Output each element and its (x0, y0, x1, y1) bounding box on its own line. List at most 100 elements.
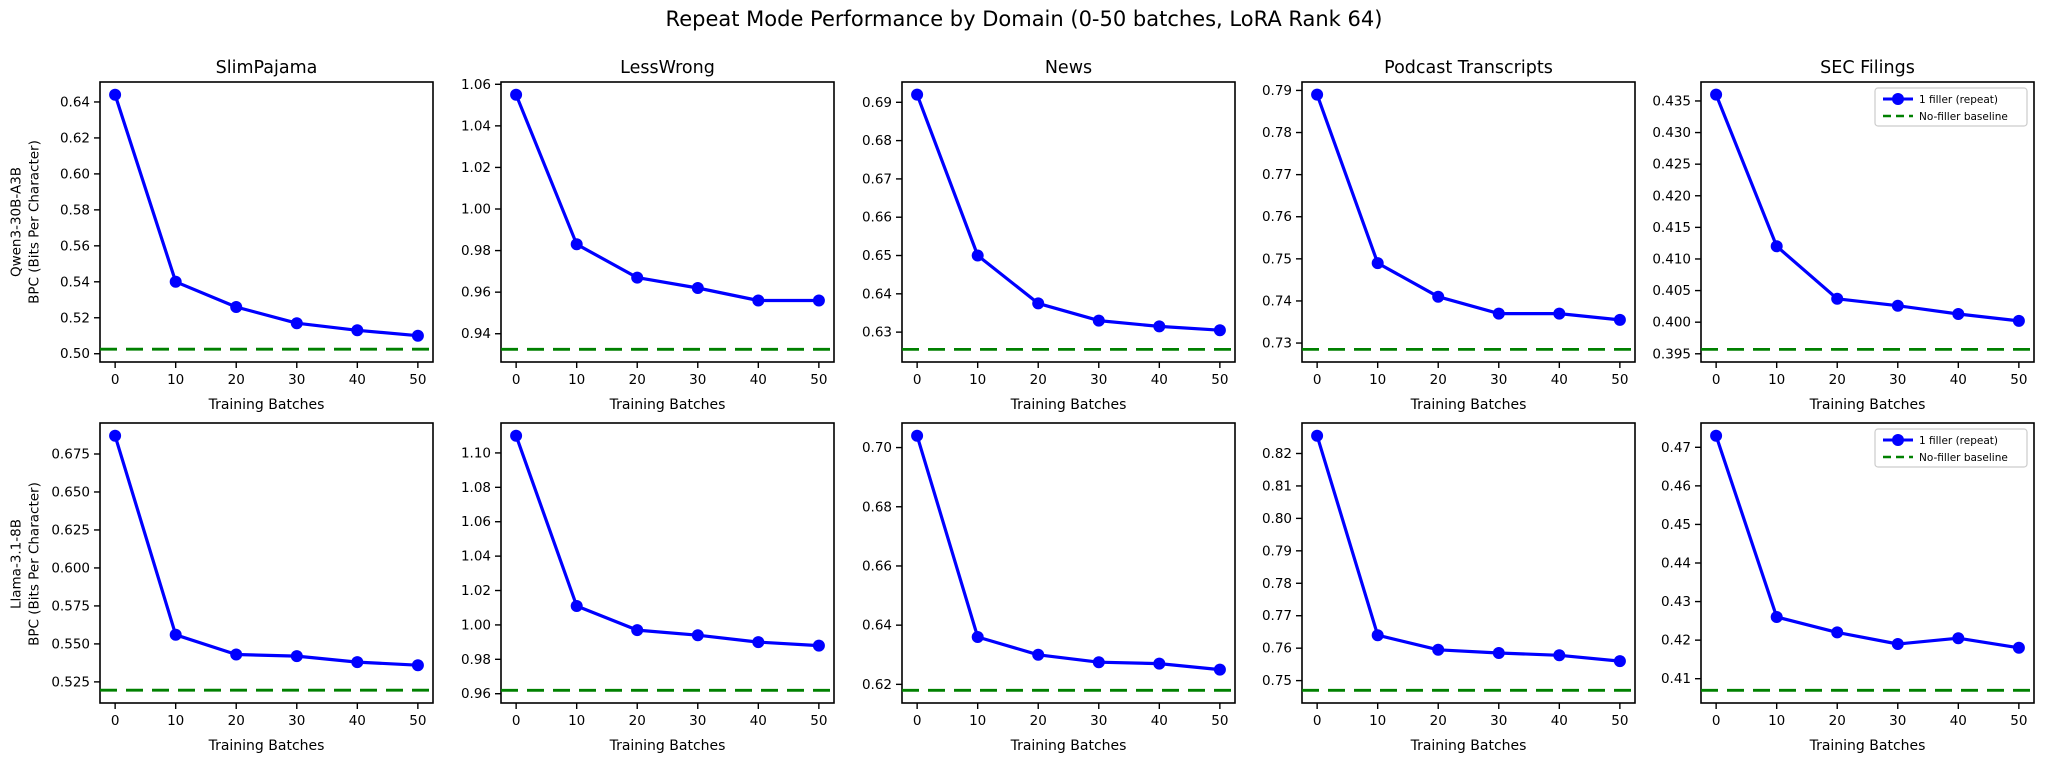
y-tick-label: 0.420 (1652, 188, 1691, 204)
legend-label-baseline: No-filler baseline (1919, 452, 2008, 464)
subplot-title: News (1045, 58, 1092, 78)
x-tick-label: 10 (568, 372, 585, 388)
y-tick-label: 0.54 (60, 274, 90, 290)
y-tick-label: 0.81 (1262, 478, 1292, 494)
data-point-marker (570, 600, 583, 612)
x-tick-label: 10 (969, 372, 986, 388)
y-tick-label: 1.04 (461, 118, 491, 134)
data-point-marker (1432, 290, 1445, 303)
subplot-llama-3-1-8b-podcast-transcripts: 0.75 0.76 0.77 0.78 0.79 0.80 0.81 0.82 0 10 20 30 4… (1262, 422, 1636, 754)
y-tick-label: 0.44 (1661, 556, 1691, 572)
x-tick-label: 20 (1829, 372, 1846, 388)
legend-series-marker (1892, 434, 1904, 446)
data-point-marker (169, 628, 182, 641)
plot-frame (1301, 422, 1636, 704)
legend-label-series: 1 filler (repeat) (1919, 435, 1998, 447)
x-tick-label: 40 (750, 372, 767, 388)
subplot-title: SEC Filings (1820, 58, 1915, 78)
plot-frame (901, 422, 1236, 704)
subplot-qwen3-30b-a3b-lesswrong: LessWrong 0.94 0.96 0.98 1.00 1.02 1.04 1.06 0 1… (461, 58, 835, 413)
x-tick-label: 30 (1090, 713, 1107, 729)
y-tick-label: 0.79 (1262, 543, 1292, 559)
x-tick-label: 30 (1889, 372, 1906, 388)
legend-label-baseline: No-filler baseline (1919, 111, 2008, 123)
plot-frame (99, 81, 434, 363)
data-point-marker (1371, 257, 1384, 270)
data-point-marker (1213, 663, 1226, 676)
data-point-marker (1032, 648, 1045, 661)
y-tick-label: 0.65 (862, 248, 892, 264)
x-axis-label: Training Batches (609, 397, 726, 413)
filler-repeat-series-line (1315, 434, 1622, 663)
x-tick-label: 0 (1313, 372, 1322, 388)
y-tick-label: 0.76 (1262, 209, 1292, 225)
x-tick-label: 0 (1712, 713, 1721, 729)
y-tick-label: 0.410 (1652, 251, 1691, 267)
x-tick-label: 0 (512, 713, 521, 729)
filler-repeat-series-line (113, 93, 420, 338)
x-tick-label: 50 (2010, 713, 2027, 729)
y-tick-label: 0.42 (1661, 633, 1691, 649)
subplot-llama-3-1-8b-news: 0.62 0.64 0.66 0.68 0.70 0 10 20 30 40 50 Training… (862, 422, 1236, 754)
legend: 1 filler (repeat) No-filler baseline (1874, 428, 2028, 468)
filler-repeat-series-line (1714, 93, 2021, 323)
y-tick-label: 1.06 (461, 77, 491, 93)
y-tick-label: 0.50 (60, 346, 90, 362)
x-tick-label: 50 (1211, 372, 1228, 388)
x-tick-label: 50 (810, 372, 827, 388)
x-tick-label: 20 (1030, 372, 1047, 388)
y-tick-label: 0.650 (51, 484, 90, 500)
data-point-marker (752, 294, 765, 307)
data-point-marker (812, 294, 825, 307)
data-point-marker (109, 88, 122, 101)
y-tick-label: 0.415 (1652, 220, 1691, 236)
x-tick-label: 20 (1430, 372, 1447, 388)
y-tick-label: 0.675 (51, 446, 90, 462)
filler-repeat-series-line (113, 434, 420, 667)
y-tick-label: 0.77 (1262, 608, 1292, 624)
data-point-marker (1831, 292, 1844, 305)
x-tick-label: 20 (629, 372, 646, 388)
row-model-name: Llama-3.1-8B (8, 518, 25, 610)
y-tick-label: 1.00 (461, 617, 491, 633)
x-tick-label: 40 (750, 713, 767, 729)
y-tick-label: 0.600 (51, 560, 90, 576)
legend-label-series: 1 filler (repeat) (1919, 94, 1998, 106)
data-point-marker (911, 88, 924, 101)
plot-frame (901, 81, 1236, 363)
x-axis-label: Training Batches (1010, 738, 1127, 754)
x-tick-label: 30 (689, 372, 706, 388)
data-point-marker (1371, 629, 1384, 642)
x-tick-label: 30 (288, 372, 305, 388)
x-tick-label: 10 (167, 713, 184, 729)
y-tick-label: 0.41 (1661, 671, 1691, 687)
x-tick-label: 0 (913, 372, 922, 388)
y-tick-label: 0.76 (1262, 641, 1292, 657)
x-tick-label: 20 (1829, 713, 1846, 729)
data-point-marker (230, 648, 243, 661)
x-tick-label: 0 (111, 372, 120, 388)
subplot-llama-3-1-8b-slimpajama: 0.525 0.550 0.575 0.600 0.625 0.650 0.675 0 10 20… (51, 422, 434, 754)
data-point-marker (911, 429, 924, 442)
y-tick-label: 0.70 (862, 440, 892, 456)
data-point-marker (631, 624, 644, 637)
y-tick-label: 1.00 (461, 202, 491, 218)
data-point-marker (691, 629, 704, 642)
x-tick-label: 0 (913, 713, 922, 729)
x-tick-label: 10 (1768, 713, 1785, 729)
x-tick-label: 30 (1490, 372, 1507, 388)
data-point-marker (1710, 88, 1723, 101)
subplot-qwen3-30b-a3b-podcast-transcripts: Podcast Transcripts 0.73 0.74 0.75 0.76 0.77… (1262, 58, 1636, 413)
y-tick-label: 0.62 (60, 130, 90, 146)
y-tick-label: 0.80 (1262, 511, 1292, 527)
data-point-marker (2012, 314, 2025, 327)
x-tick-label: 40 (1950, 713, 1967, 729)
y-tick-label: 0.79 (1262, 83, 1292, 99)
subplot-title: Podcast Transcripts (1384, 58, 1553, 78)
y-tick-label: 0.58 (60, 202, 90, 218)
x-tick-label: 20 (228, 372, 245, 388)
data-point-marker (1952, 632, 1965, 645)
y-tick-label: 1.02 (461, 583, 491, 599)
y-tick-label: 0.60 (60, 166, 90, 182)
x-axis-label: Training Batches (1809, 738, 1926, 754)
